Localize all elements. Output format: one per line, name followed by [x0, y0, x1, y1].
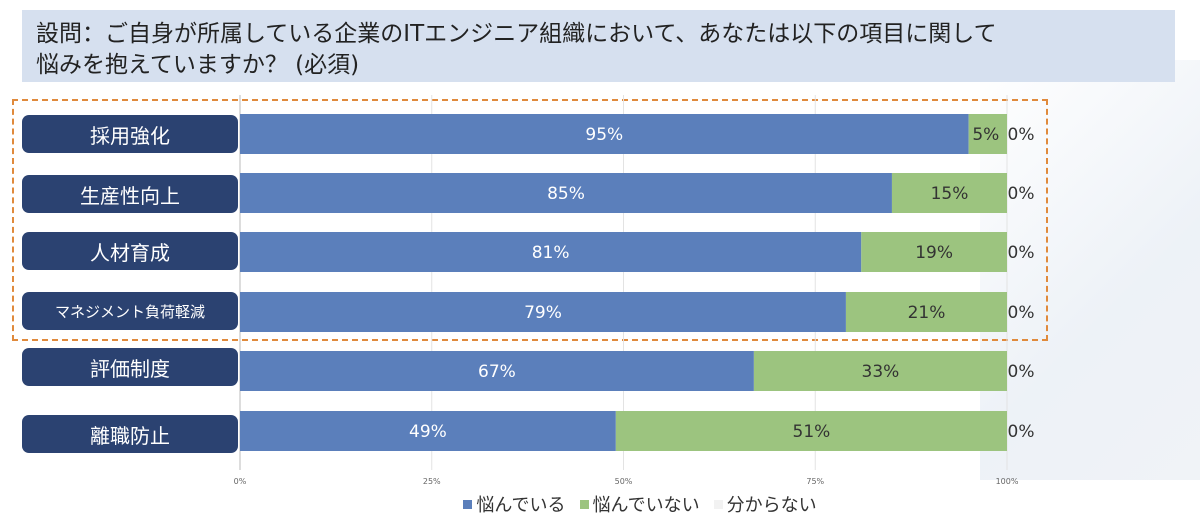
bar-not-worried-5: [615, 411, 1007, 451]
x-tick-label-4: 100%: [996, 477, 1019, 486]
category-label-retention: 離職防止: [22, 415, 238, 453]
question-line-2: 悩みを抱えていますか？ (必須): [36, 52, 360, 78]
data-label-unknown-5: 0%: [1008, 422, 1035, 442]
data-label-not-worried-0: 5%: [972, 125, 999, 145]
legend-label-not-worried: 悩んでいない: [592, 495, 700, 516]
bar-not-worried-3: [845, 292, 1007, 332]
data-label-worried-5: 49%: [409, 422, 447, 442]
data-label-worried-2: 81%: [532, 243, 570, 263]
x-tick-label-2: 50%: [615, 477, 633, 486]
data-label-unknown-0: 0%: [1008, 125, 1035, 145]
bar-worried-5: [240, 411, 616, 451]
data-label-unknown-2: 0%: [1008, 243, 1035, 263]
data-label-worried-1: 85%: [547, 184, 585, 204]
background-decoration: [980, 60, 1200, 480]
data-label-worried-4: 67%: [478, 362, 516, 382]
bar-not-worried-4: [753, 351, 1007, 391]
category-label-recruiting: 採用強化: [22, 115, 238, 153]
category-label-productivity: 生産性向上: [22, 175, 238, 213]
legend-swatch-worried: [463, 499, 473, 509]
data-label-unknown-3: 0%: [1008, 303, 1035, 323]
x-tick-label-0: 0%: [234, 477, 247, 486]
question-line-1: 設問：ご自身が所属している企業のITエンジニア組織において、あなたは以下の項目に…: [36, 21, 997, 47]
legend-swatch-not-worried: [579, 499, 589, 509]
bar-worried-1: [240, 173, 892, 213]
data-label-not-worried-5: 51%: [793, 422, 831, 442]
bar-not-worried-0: [968, 114, 1007, 154]
data-label-not-worried-2: 19%: [915, 243, 953, 263]
category-label-evaluation: 評価制度: [22, 348, 238, 386]
data-label-worried-0: 95%: [585, 125, 623, 145]
legend-label-unknown: 分からない: [726, 495, 817, 516]
data-label-unknown-1: 0%: [1008, 184, 1035, 204]
question-banner: 設問：ご自身が所属している企業のITエンジニア組織において、あなたは以下の項目に…: [22, 10, 1175, 82]
legend: 悩んでいる 悩んでいない 分からない: [0, 492, 1200, 516]
legend-item-worried: 悩んでいる: [463, 492, 566, 516]
category-label-talent-development: 人材育成: [22, 232, 238, 270]
x-tick-label-3: 75%: [806, 477, 824, 486]
legend-item-unknown: 分からない: [713, 492, 817, 516]
highlight-box: [12, 99, 1048, 341]
category-label-management-load: マネジメント負荷軽減: [22, 292, 238, 330]
x-tick-label-1: 25%: [423, 477, 441, 486]
bar-worried-0: [240, 114, 969, 154]
data-label-worried-3: 79%: [524, 303, 562, 323]
bar-not-worried-2: [861, 232, 1007, 272]
data-label-unknown-4: 0%: [1008, 362, 1035, 382]
legend-swatch-unknown: [713, 499, 723, 509]
data-label-not-worried-4: 33%: [862, 362, 900, 382]
data-label-not-worried-1: 15%: [931, 184, 969, 204]
data-label-not-worried-3: 21%: [908, 303, 946, 323]
bar-worried-4: [240, 351, 754, 391]
bar-not-worried-1: [891, 173, 1007, 213]
bar-worried-3: [240, 292, 846, 332]
legend-label-worried: 悩んでいる: [476, 495, 566, 516]
legend-item-not-worried: 悩んでいない: [579, 492, 700, 516]
bar-worried-2: [240, 232, 862, 272]
